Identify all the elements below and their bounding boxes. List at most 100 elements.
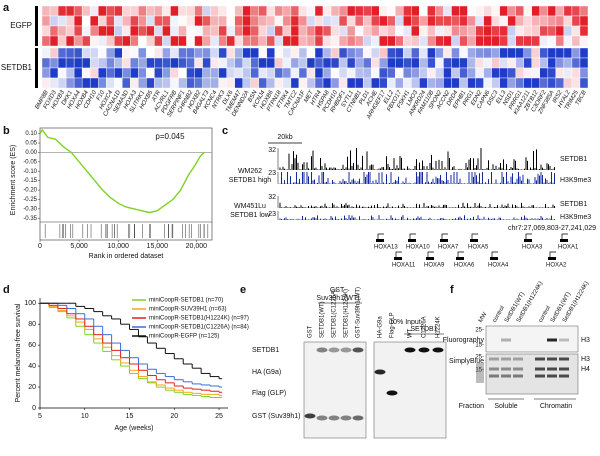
heatmap-cell (322, 5, 332, 17)
heatmap-cell (427, 5, 436, 17)
heatmap-cell (499, 57, 508, 69)
heatmap-cell (234, 5, 243, 17)
heatmap-cell (218, 57, 227, 69)
heatmap-cell (218, 5, 227, 17)
heatmap-cell (81, 5, 91, 17)
heatmap-cell (338, 77, 348, 89)
heatmap-cell (451, 35, 460, 47)
heatmap-cell (499, 15, 508, 27)
heatmap-cell (226, 5, 235, 17)
heatmap-cell (266, 57, 276, 69)
heatmap-cell (250, 47, 259, 59)
heatmap-cell (65, 35, 75, 47)
sample: WM451Lu (234, 203, 266, 210)
heatmap-cell (387, 47, 396, 59)
heatmap-cell (403, 77, 412, 89)
heatmap-cell (427, 15, 436, 27)
heatmap-cell (387, 5, 396, 17)
track-max: 23 (268, 170, 276, 177)
gene-arrow (441, 233, 448, 240)
heatmap-cell (298, 5, 308, 17)
gene-name: HOXA13 (374, 245, 398, 251)
heatmap-cell (49, 57, 59, 69)
band (316, 415, 328, 421)
heatmap-cell (403, 5, 412, 17)
heatmap-cell (555, 15, 565, 27)
heatmap-cell (467, 25, 476, 37)
blot (303, 341, 367, 439)
heatmap-cell (162, 25, 171, 37)
heatmap-cell (539, 47, 549, 59)
heatmap-cell (258, 35, 268, 47)
heatmap-cell (282, 57, 292, 69)
row-label: Fraction (459, 403, 484, 410)
y-tick-label: 100 (24, 300, 36, 307)
heatmap-cell (443, 47, 452, 59)
heatmap-cell (330, 67, 340, 79)
heatmap-cell (73, 77, 83, 89)
heatmap-cell (403, 57, 412, 69)
heatmap-cell (146, 35, 155, 47)
heatmap-cell (354, 15, 364, 27)
x-tick-label: 0 (38, 243, 42, 250)
heatmap-cell (314, 67, 324, 79)
heatmap-cell (459, 5, 468, 17)
track-max: 32 (268, 194, 276, 201)
heatmap-cell (346, 67, 356, 79)
heatmap-cell (49, 47, 59, 59)
heatmap-cell (346, 15, 356, 27)
heatmap-cell (298, 35, 308, 47)
lane-label: HA-G9a (378, 316, 384, 338)
y-tick-label: 0 (32, 405, 36, 412)
band (535, 357, 545, 361)
heatmap-cell (210, 77, 219, 89)
heatmap-cell (362, 5, 372, 17)
heatmap-cell (579, 5, 589, 17)
y-tick-label: 0.10 (25, 131, 37, 137)
heatmap-cell (507, 67, 516, 79)
exon (426, 257, 434, 260)
y-tick-label: -0.05 (23, 159, 37, 165)
heatmap-cell (467, 67, 476, 79)
heatmap-cell (122, 5, 131, 17)
heatmap-cell (218, 77, 227, 89)
heatmap-cell (106, 25, 115, 37)
heatmap-cell (411, 35, 420, 47)
heatmap-cell (379, 25, 388, 37)
heatmap-cell (130, 15, 139, 27)
band (328, 415, 340, 421)
heatmap-cell (106, 47, 115, 59)
header: Suv39h1(WT) (316, 295, 359, 302)
heatmap-cell (330, 35, 340, 47)
heatmap-cell (387, 15, 396, 27)
heatmap-cell (234, 77, 243, 89)
band (547, 338, 557, 342)
heatmap-cell (427, 77, 436, 89)
gene-arrow (561, 233, 568, 240)
heatmap-cell (515, 5, 524, 17)
heatmap-cell (547, 5, 557, 17)
heatmap-cell (387, 67, 396, 79)
band (559, 338, 569, 342)
heatmap-cell (81, 47, 91, 59)
heatmap-cell (210, 15, 219, 27)
heatmap-cell (218, 67, 227, 79)
heatmap-cell (57, 47, 67, 59)
heatmap-cell (411, 77, 420, 89)
heatmap-cell (483, 5, 492, 17)
band (340, 347, 352, 353)
heatmap-cell (41, 77, 51, 89)
band (328, 347, 340, 353)
heatmap-cell (338, 47, 348, 59)
heatmap-cell (138, 77, 147, 89)
heatmap-cell (507, 15, 516, 27)
heatmap-cell (210, 5, 219, 17)
heatmap-cell (555, 77, 565, 89)
heatmap-cell (186, 77, 195, 89)
heatmap-cell (539, 77, 549, 89)
heatmap-cell (371, 15, 380, 27)
heatmap-cell (555, 5, 565, 17)
heatmap-cell (555, 25, 565, 37)
heatmap-cell (362, 57, 372, 69)
panel-label: f (450, 284, 454, 296)
